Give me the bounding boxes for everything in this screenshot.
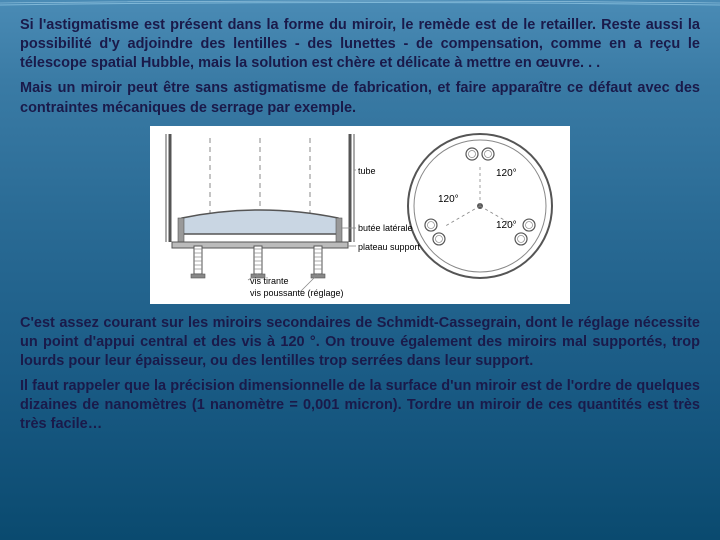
paragraph-4: Il faut rappeler que la précision dimens… xyxy=(20,377,700,434)
label-vis-poussante: vis poussante (réglage) xyxy=(250,288,344,298)
paragraph-2: Mais un miroir peut être sans astigmatis… xyxy=(20,79,700,117)
paragraph-1: Si l'astigmatisme est présent dans la fo… xyxy=(20,16,700,73)
label-vis-tirante: vis tirante xyxy=(250,276,289,286)
mirror-diagram: 120° 120° 120° tube butée latérale plateau… xyxy=(150,126,570,304)
paragraph-3: C'est assez courant sur les miroirs seco… xyxy=(20,314,700,371)
diagram-container: 120° 120° 120° tube butée latérale plateau… xyxy=(20,126,700,304)
svg-text:120°: 120° xyxy=(496,168,517,179)
label-butee: butée latérale xyxy=(358,223,413,233)
label-plateau: plateau support xyxy=(358,242,420,252)
label-tube: tube xyxy=(358,166,376,176)
svg-text:120°: 120° xyxy=(496,220,517,231)
svg-text:120°: 120° xyxy=(438,194,459,205)
